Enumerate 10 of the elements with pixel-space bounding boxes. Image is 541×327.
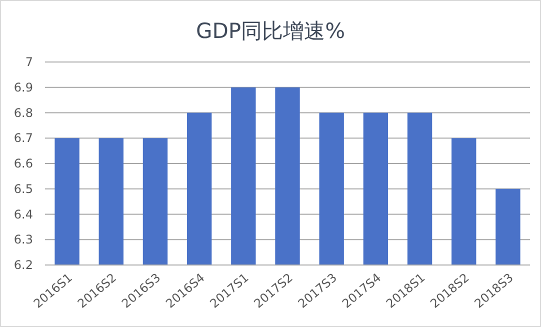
chart-title: GDP同比增速%: [196, 19, 346, 43]
y-tick-label: 7: [25, 55, 33, 69]
y-tick-label: 6.7: [14, 131, 33, 146]
y-tick-label: 6.4: [14, 207, 33, 222]
y-tick-label: 6.2: [14, 258, 33, 272]
y-tick-label: 6.8: [14, 106, 33, 120]
y-tick-label: 6.3: [14, 232, 33, 247]
y-tick-label: 6.5: [14, 182, 33, 196]
y-tick-label: 6.6: [14, 156, 33, 170]
y-tick-label: 6.9: [14, 80, 33, 94]
